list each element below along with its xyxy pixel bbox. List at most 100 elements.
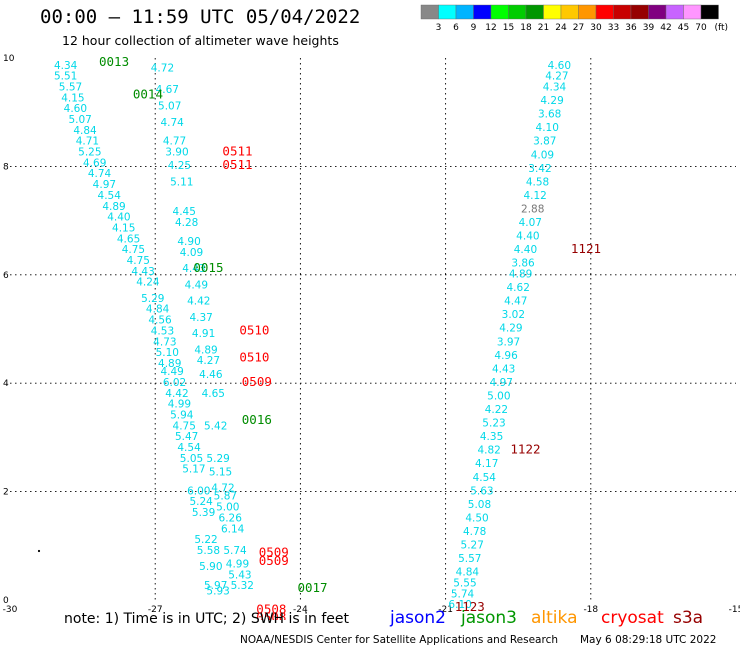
wave-height-value: 5.74 — [223, 545, 247, 557]
y-tick-label: 2 — [3, 488, 9, 498]
pass-time-label: 0511 — [222, 157, 252, 172]
wave-height-value: 4.25 — [168, 160, 191, 172]
pass-time-label: 0511 — [222, 144, 252, 159]
color-scale-label: 33 — [608, 23, 619, 33]
wave-height-value: 5.87 — [214, 491, 237, 503]
wave-height-value: 4.54 — [98, 190, 122, 202]
wave-height-value: 3.42 — [528, 163, 551, 175]
pass-time-label: 0013 — [99, 54, 129, 69]
wave-height-value: 4.58 — [526, 176, 549, 188]
wave-height-value: 5.57 — [458, 553, 481, 565]
wave-height-value: 4.46 — [199, 369, 223, 381]
wave-height-value: 4.49 — [185, 279, 208, 291]
wave-height-value: 5.51 — [54, 71, 77, 83]
wave-height-value: 4.27 — [197, 355, 220, 367]
pass-time-label: 0509 — [242, 374, 272, 389]
wave-height-value: 3.02 — [502, 309, 525, 321]
wave-height-value: 4.49 — [160, 366, 183, 378]
wave-height-value: 5.55 — [453, 577, 476, 589]
wave-height-value: 5.58 — [197, 545, 220, 557]
wave-height-value: 4.09 — [180, 247, 203, 259]
x-tick-label: -15 — [729, 605, 740, 615]
wave-height-value: 6.00 — [187, 485, 210, 497]
color-scale-unit: (ft) — [715, 23, 729, 33]
pass-time-label: 0016 — [242, 412, 272, 427]
wave-height-value: 4.29 — [499, 323, 522, 335]
wave-height-value: 3.68 — [538, 109, 561, 121]
wave-height-value: 5.47 — [175, 431, 198, 443]
pass-time-label: 0017 — [297, 580, 327, 595]
satellite-legend-altika: altika — [531, 608, 578, 628]
wave-height-value: 4.99 — [226, 558, 249, 570]
wave-height-value: 4.60 — [548, 60, 571, 72]
credit-line: NOAA/NESDIS Center for Satellite Applica… — [240, 634, 558, 646]
color-scale-label: 15 — [503, 23, 514, 33]
wave-height-value: 5.00 — [216, 502, 239, 514]
wave-height-value: 5.32 — [231, 580, 254, 592]
pass-time-label: 0508 — [256, 602, 286, 617]
wave-height-value: 4.45 — [173, 206, 196, 218]
pass-time-label: 0510 — [239, 322, 269, 337]
wave-height-value: 4.71 — [76, 136, 99, 148]
color-scale-label: 27 — [573, 23, 584, 33]
wave-height-value: 6.02 — [163, 377, 186, 389]
wave-height-value: 4.78 — [463, 526, 486, 538]
satellite-legend-jason3: jason3 — [461, 608, 517, 628]
pass-time-label: 0509 — [259, 553, 289, 568]
wave-height-value: 4.29 — [540, 95, 563, 107]
wave-height-value: 4.28 — [175, 217, 198, 229]
wave-height-value: 5.29 — [206, 453, 229, 465]
wave-height-value: 4.65 — [202, 388, 225, 400]
color-scale-swatch — [700, 4, 719, 20]
wave-height-value: 2.88 — [521, 203, 544, 215]
pass-time-label: 0015 — [193, 260, 223, 275]
pass-time-label: 1121 — [571, 241, 601, 256]
wave-height-value: 4.90 — [177, 236, 200, 248]
color-scale-label: 6 — [453, 23, 459, 33]
wave-height-plot: -30-27-24-21-18-1502468104.345.515.574.1… — [3, 54, 740, 620]
wave-height-value: 4.47 — [504, 296, 527, 308]
wave-height-value: 4.82 — [477, 445, 500, 457]
wave-height-value: 4.75 — [127, 255, 150, 267]
wave-height-value: 6.10 — [448, 599, 471, 611]
color-scale-label: 21 — [538, 23, 549, 33]
wave-height-value: 5.00 — [487, 390, 510, 402]
footer-note: note: 1) Time is in UTC; 2) SWH is in fe… — [64, 611, 350, 627]
wave-height-value: 4.43 — [182, 263, 205, 275]
wave-height-value: 4.65 — [117, 233, 140, 245]
wave-height-value: 4.97 — [93, 179, 116, 191]
wave-height-value: 4.22 — [485, 404, 508, 416]
wave-height-value: 5.74 — [451, 588, 475, 600]
wave-height-value: 4.89 — [509, 269, 532, 281]
wave-height-value: 5.39 — [192, 507, 215, 519]
color-scale-legend: 3 6 9 12 15 18 21 24 27 30 33 36 39 42 45 70 (ft) — [420, 4, 729, 33]
color-scale-label: 36 — [625, 23, 637, 33]
satellite-legend-cryosat: cryosat — [601, 608, 664, 628]
wave-height-value: 4.89 — [194, 344, 217, 356]
wave-height-value: 4.15 — [112, 222, 135, 234]
wave-height-value: 3.90 — [165, 147, 188, 159]
color-scale-label: 45 — [678, 23, 689, 33]
wave-height-value: 4.69 — [83, 157, 106, 169]
pass-time-label: 1123 — [455, 599, 485, 614]
y-tick-label: 4 — [3, 379, 9, 389]
color-scale-label: 3 — [436, 23, 442, 33]
wave-height-value: 6.14 — [221, 523, 245, 535]
color-scale-label: 42 — [660, 23, 671, 33]
x-tick-label: -27 — [148, 605, 163, 615]
wave-height-value: 4.72 — [211, 483, 234, 495]
wave-height-value: 4.12 — [523, 190, 546, 202]
wave-height-value: 5.23 — [482, 418, 505, 430]
pass-time-label: 0509 — [259, 545, 289, 560]
wave-height-value: 4.17 — [475, 458, 498, 470]
y-tick-label: 8 — [3, 162, 9, 172]
wave-height-value: 4.75 — [173, 420, 196, 432]
generation-timestamp: May 6 08:29:18 UTC 2022 — [580, 634, 717, 646]
wave-height-value: 4.43 — [492, 363, 515, 375]
wave-height-value: 4.24 — [136, 277, 160, 289]
wave-height-value: 4.62 — [507, 282, 530, 294]
page-title: 00:00 — 11:59 UTC 05/04/2022 — [40, 6, 361, 28]
wave-height-value: 4.53 — [151, 325, 174, 337]
wave-height-value: 3.87 — [533, 136, 556, 148]
color-scale-label: 18 — [520, 23, 532, 33]
